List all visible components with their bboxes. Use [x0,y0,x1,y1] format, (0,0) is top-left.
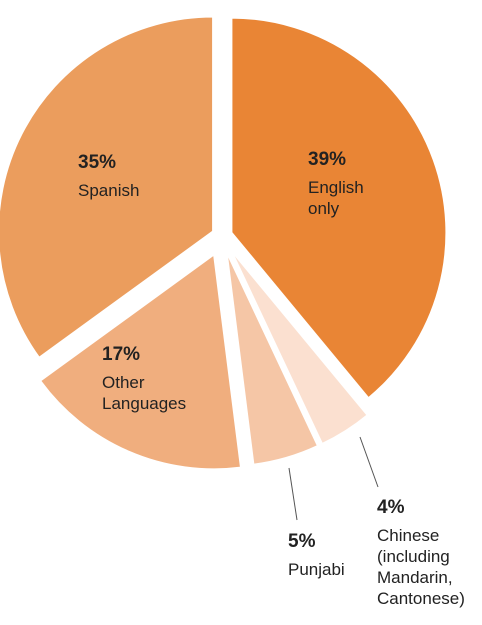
pie-slice-punjabi [225,250,320,466]
pie-slice-other-languages [38,252,243,471]
pie-slice-english-only [230,16,448,400]
slice-label-other-languages: Languages [102,394,186,413]
slice-label-english-only: only [308,199,340,218]
slice-label-chinese-including-mandarin-cantonese: (including [377,547,450,566]
pct-label-spanish: 35% [78,152,116,173]
pct-label-english-only: 39% [308,149,346,170]
leader-line-punjabi [288,467,298,521]
pie-slice-spanish [0,15,215,360]
leader-line-chinese-including-mandarin-cantonese [359,436,379,488]
pie-slice-chinese-including-mandarin-cantonese [229,248,370,446]
slice-label-chinese-including-mandarin-cantonese: Chinese [377,526,439,545]
slice-label-chinese-including-mandarin-cantonese: Cantonese) [377,589,465,608]
slice-label-english-only: English [308,178,364,197]
slice-label-chinese-including-mandarin-cantonese: Mandarin, [377,568,453,587]
pct-label-chinese-including-mandarin-cantonese: 4% [377,497,405,518]
slice-label-punjabi: Punjabi [288,560,345,579]
pct-label-other-languages: 17% [102,344,140,365]
slice-label-other-languages: Other [102,373,145,392]
pct-label-punjabi: 5% [288,531,316,552]
slice-label-spanish: Spanish [78,181,139,200]
